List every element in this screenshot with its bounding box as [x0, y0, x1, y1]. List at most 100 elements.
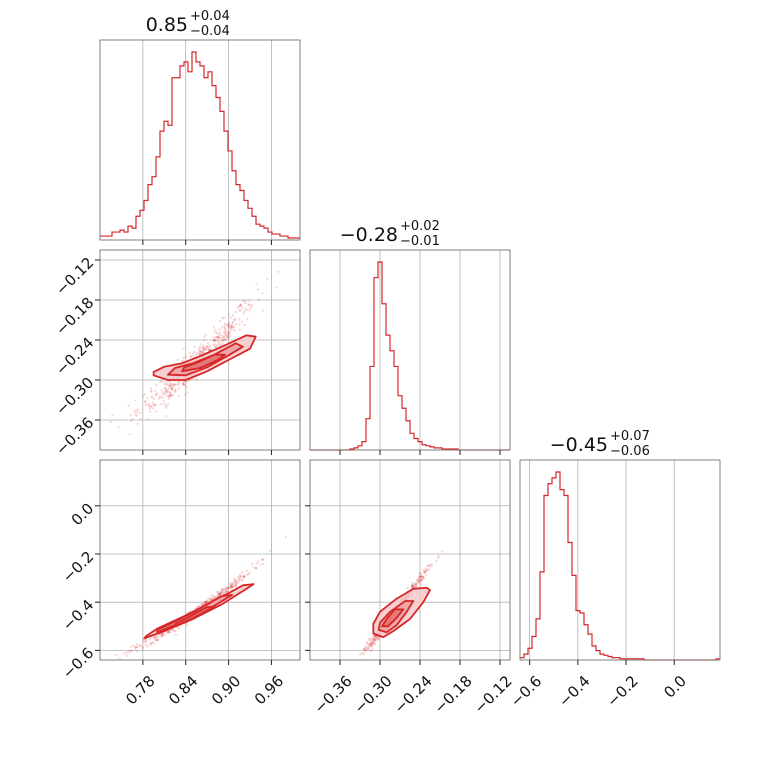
- sample-point: [171, 385, 174, 389]
- sample-point: [195, 353, 198, 357]
- sample-point: [255, 282, 258, 285]
- sample-point: [144, 640, 147, 643]
- sample-point: [424, 569, 428, 572]
- sample-point: [164, 390, 167, 394]
- sample-point: [348, 673, 350, 675]
- sample-point: [422, 569, 425, 573]
- sample-point: [227, 331, 230, 334]
- sample-point: [163, 633, 167, 636]
- sample-point: [206, 345, 209, 349]
- sample-point: [214, 346, 217, 349]
- sample-point: [368, 643, 371, 646]
- sample-point: [204, 333, 207, 337]
- y-tick-label: −0.18: [52, 294, 97, 339]
- sample-point: [171, 393, 175, 397]
- sample-point: [365, 647, 368, 650]
- sample-point: [236, 581, 240, 585]
- sample-point: [240, 578, 244, 582]
- panel-frame: [99, 39, 301, 241]
- sample-point: [200, 603, 203, 606]
- sample-point: [109, 420, 113, 424]
- sample-point: [188, 351, 191, 354]
- sample-point: [226, 586, 229, 590]
- sample-point: [224, 330, 228, 333]
- sample-point: [230, 585, 234, 588]
- sample-point: [147, 403, 150, 407]
- sample-point: [420, 575, 423, 578]
- sample-point: [247, 303, 250, 307]
- sample-point: [217, 593, 220, 597]
- sample-point: [156, 639, 159, 642]
- sample-point: [363, 647, 366, 651]
- sample-point: [192, 350, 196, 354]
- sample-point: [129, 419, 133, 423]
- sample-point: [223, 327, 227, 330]
- sample-point: [227, 325, 230, 329]
- sample-point: [208, 348, 211, 352]
- sample-point: [125, 654, 129, 657]
- sample-point: [149, 387, 153, 390]
- sample-point: [130, 648, 133, 652]
- sample-point: [161, 632, 164, 636]
- sample-point: [225, 586, 229, 589]
- sample-point: [153, 389, 157, 392]
- title-value-1: −0.28: [340, 224, 398, 246]
- sample-point: [230, 585, 233, 588]
- sample-point: [198, 350, 202, 353]
- sample-point: [240, 571, 244, 574]
- sample-point: [212, 342, 216, 346]
- sample-point: [411, 584, 414, 587]
- sample-point: [207, 348, 210, 351]
- sample-points: [106, 536, 288, 660]
- sample-point: [234, 310, 237, 314]
- sample-point: [173, 383, 176, 387]
- sample-point: [365, 641, 369, 644]
- sample-point: [136, 422, 140, 426]
- sample-point: [169, 380, 172, 383]
- sample-point: [159, 396, 163, 399]
- sample-point: [139, 644, 142, 647]
- sample-point: [176, 358, 180, 361]
- sample-point: [374, 639, 377, 642]
- sample-point: [198, 347, 202, 350]
- sample-point: [165, 394, 168, 397]
- sample-point: [142, 394, 145, 398]
- sample-point: [208, 598, 212, 602]
- sample-point: [202, 347, 206, 351]
- sample-point: [213, 595, 217, 599]
- sample-point: [163, 386, 166, 390]
- sample-point: [419, 579, 423, 583]
- sample-point: [235, 579, 238, 582]
- sample-point: [229, 585, 232, 589]
- sample-point: [355, 662, 357, 664]
- sample-point: [169, 392, 172, 395]
- sample-point: [373, 637, 376, 640]
- sample-point: [223, 338, 227, 341]
- sample-point: [168, 395, 171, 398]
- sample-point: [183, 393, 187, 396]
- sample-point: [139, 418, 142, 421]
- sample-point: [254, 567, 258, 570]
- sample-point: [357, 664, 359, 666]
- sample-point: [239, 575, 242, 578]
- sample-point: [237, 577, 241, 580]
- sample-point: [144, 643, 148, 647]
- sample-point: [128, 433, 131, 436]
- sample-point: [235, 585, 238, 588]
- sample-point: [216, 594, 219, 598]
- sample-point: [236, 575, 240, 579]
- sample-point: [156, 636, 160, 639]
- sample-point: [208, 596, 211, 600]
- sample-point: [370, 642, 373, 645]
- sample-point: [231, 585, 235, 589]
- sample-point: [134, 647, 137, 650]
- sample-point: [363, 645, 367, 649]
- sample-point: [367, 638, 371, 641]
- sample-point: [174, 390, 177, 394]
- sample-point: [218, 592, 221, 596]
- sample-point: [159, 379, 163, 383]
- sample-point: [423, 571, 426, 575]
- sample-point: [374, 638, 377, 641]
- sample-point: [369, 639, 372, 642]
